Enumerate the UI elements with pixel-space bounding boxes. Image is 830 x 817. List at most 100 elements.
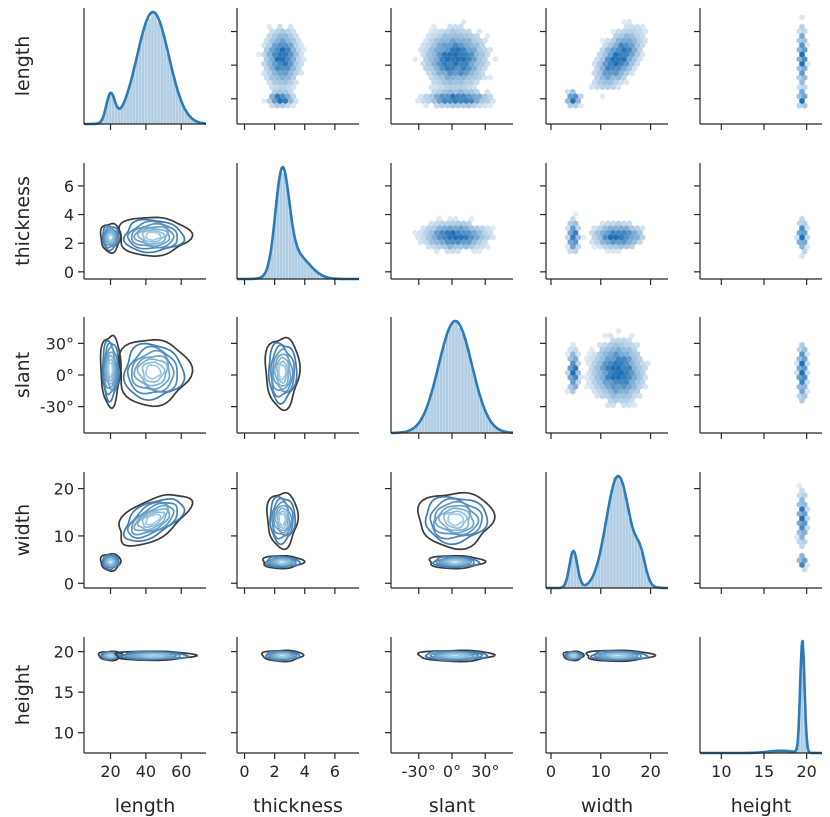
- hexbin-cell: [455, 46, 461, 53]
- kde-contour: [585, 649, 657, 663]
- hexbin-cell: [288, 42, 294, 49]
- hexbin-cell: [431, 225, 437, 232]
- hexbin-cell: [799, 79, 805, 86]
- hexbin-cell: [444, 74, 451, 81]
- hexbin-cell: [567, 355, 573, 362]
- hexbin-cell: [466, 74, 472, 81]
- hexbin-cell: [564, 234, 571, 241]
- hexbin-cell: [629, 379, 635, 386]
- hexbin-cell: [266, 42, 272, 49]
- hexbin-cell: [594, 365, 600, 372]
- kde-contour: [276, 510, 288, 529]
- hexbin-cell: [796, 374, 802, 381]
- hexbin-cell: [420, 42, 426, 49]
- hexbin-cell: [466, 56, 472, 63]
- hexbin-cell: [796, 365, 802, 372]
- hexbin-cell: [629, 341, 635, 348]
- hexbin-cell: [586, 379, 592, 386]
- hexbin-cell: [799, 351, 805, 358]
- hexbin-cell: [277, 97, 283, 105]
- hexbin-cell: [799, 369, 805, 376]
- hexbin-cell: [463, 225, 469, 232]
- hexbin-cell: [607, 243, 614, 250]
- hexbin-cell: [277, 51, 283, 58]
- hexbin-cell: [280, 84, 286, 91]
- hexbin-cell: [567, 374, 573, 381]
- hexbin-cell: [621, 65, 627, 72]
- hexbin-cell: [586, 351, 592, 358]
- hexbin-cell: [575, 360, 581, 367]
- hexbin-cell: [621, 18, 627, 26]
- hexbin-cell: [597, 369, 603, 376]
- kde-contour: [434, 504, 475, 534]
- hexbin-cell: [271, 51, 278, 58]
- hexbin-cell: [458, 32, 464, 39]
- hexbin-cell: [455, 84, 461, 91]
- hexbin-cell: [626, 220, 632, 227]
- hexbin-cell: [591, 388, 597, 395]
- hexbin-cell: [466, 28, 472, 35]
- hexbin-cell: [487, 229, 493, 236]
- hexbin-cell: [436, 32, 442, 39]
- subplot-width-vs-width: [545, 472, 669, 594]
- hexbin-cell: [621, 383, 627, 390]
- subplot-slant-vs-thickness: [231, 317, 359, 439]
- hist-bar: [132, 66, 136, 124]
- hexbin-cell: [490, 234, 496, 241]
- hexbin-cell: [631, 46, 638, 53]
- hexbin-cell: [425, 51, 432, 58]
- kde-contour: [133, 355, 171, 390]
- hexbin-cell: [802, 557, 808, 564]
- y-tick-label: 10: [54, 724, 74, 743]
- hist-bar: [570, 553, 574, 588]
- hexbin-cell: [452, 243, 459, 250]
- hist-bar: [619, 480, 622, 588]
- hexbin-cell: [271, 88, 278, 95]
- x-tick-label: 15: [754, 762, 774, 781]
- hexbin-cell: [631, 383, 638, 390]
- hexbin-cell: [591, 360, 597, 367]
- hexbin-cell: [442, 42, 448, 49]
- hexbin-cell: [572, 229, 579, 236]
- kde-contour: [118, 338, 194, 408]
- hexbin-cell: [482, 46, 488, 53]
- kde-contour: [113, 650, 199, 662]
- hexbin-cell: [431, 70, 437, 77]
- hist-bar: [476, 388, 480, 433]
- hexbin-cell: [610, 383, 616, 390]
- hexbin-cell: [586, 369, 592, 376]
- hexbin-cell: [434, 229, 440, 236]
- hexbin-cell: [434, 65, 440, 72]
- hexbin-cell: [621, 28, 627, 35]
- hexbin-cell: [623, 23, 630, 30]
- hexbin-cell: [799, 225, 805, 232]
- hexbin-cell: [594, 374, 600, 381]
- hexbin-cell: [436, 215, 442, 222]
- hist-bar: [424, 409, 428, 433]
- hexbin-cell: [269, 74, 275, 81]
- kde-contour: [562, 650, 585, 662]
- hexbin-cell: [796, 37, 802, 44]
- y-tick-label: 15: [54, 683, 74, 702]
- kde-contour: [264, 336, 301, 412]
- hist-bar: [270, 243, 274, 279]
- hexbin-cell: [442, 51, 448, 58]
- hexbin-cell: [266, 97, 272, 105]
- hexbin-cell: [802, 365, 808, 372]
- x-tick-label: 0: [239, 762, 249, 781]
- hexbin-cell: [610, 220, 616, 227]
- hexbin-cell: [482, 229, 488, 236]
- hexbin-cell: [618, 243, 624, 250]
- hexbin-cell: [455, 74, 461, 81]
- hexbin-cell: [471, 93, 477, 100]
- hexbin-cell: [423, 93, 429, 100]
- hexbin-cell: [434, 28, 440, 35]
- hexbin-cell: [631, 374, 638, 381]
- hexbin-cell: [626, 239, 632, 246]
- hist-bar: [625, 498, 629, 588]
- hexbin-cell: [476, 93, 483, 100]
- x-tick-label: 20: [796, 762, 816, 781]
- hexbin-cell: [460, 229, 467, 236]
- hexbin-cell: [436, 60, 442, 67]
- hexbin-cell: [450, 229, 456, 236]
